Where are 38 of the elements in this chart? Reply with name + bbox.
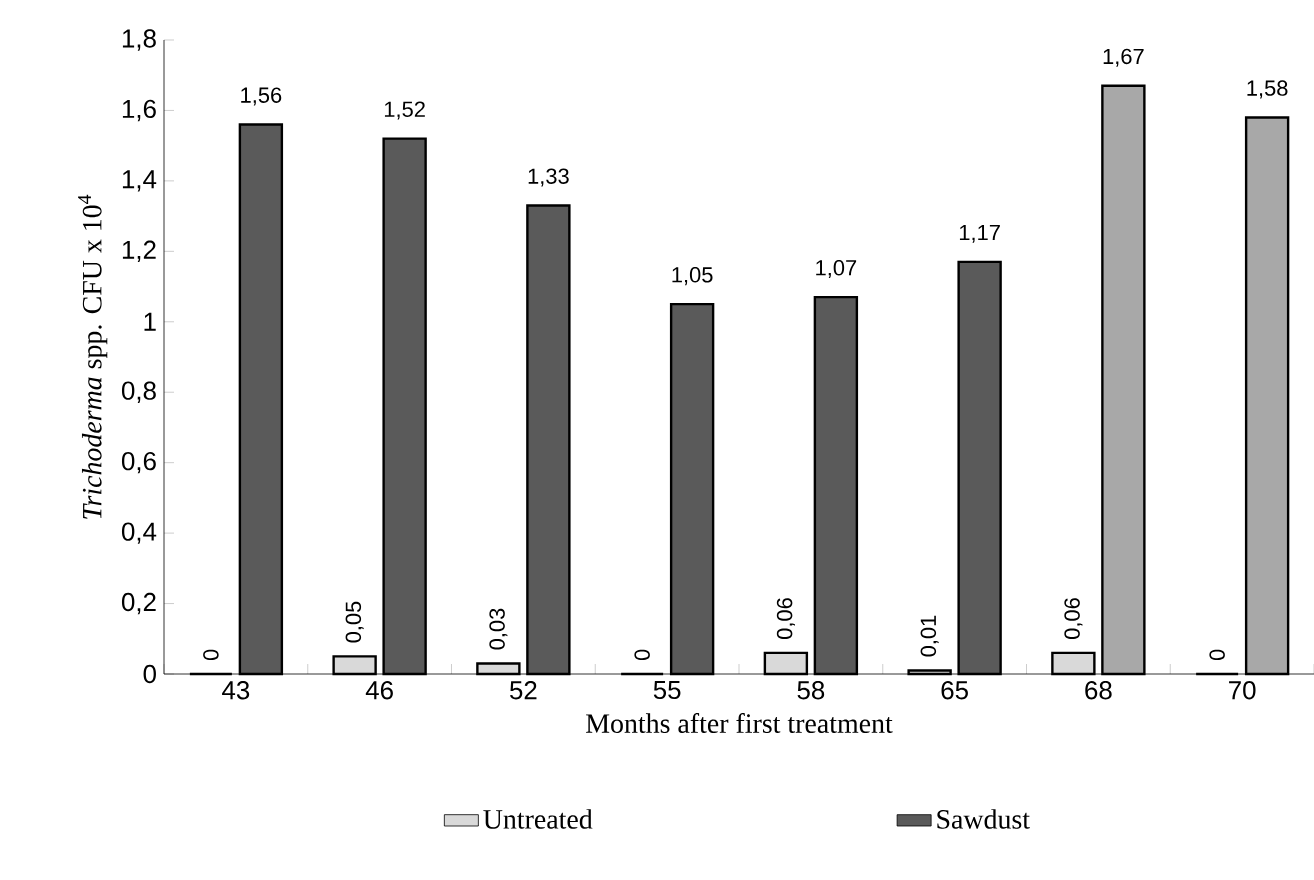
data-label: 0,06 — [776, 598, 795, 639]
y-tick-label: 1,8 — [122, 29, 156, 51]
x-tick-label: 43 — [222, 681, 250, 700]
data-label: 1,56 — [241, 87, 282, 106]
data-label: 1,52 — [384, 101, 425, 120]
y-tick-label: 0,4 — [121, 522, 157, 544]
legend-label: Untreated — [483, 809, 593, 829]
data-label: 1,67 — [1103, 48, 1144, 67]
data-label: 1,17 — [959, 224, 1000, 243]
x-tick-label: 68 — [1085, 681, 1112, 700]
data-label: 1,58 — [1247, 80, 1288, 99]
data-label: 0 — [1209, 649, 1225, 661]
legend-label: Sawdust — [937, 809, 1030, 829]
data-label: 0,05 — [345, 601, 364, 643]
y-tick-label: 1 — [144, 312, 156, 331]
data-label: 1,05 — [672, 267, 713, 286]
x-tick-label: 52 — [510, 681, 537, 700]
x-tick-label: 70 — [1229, 681, 1256, 700]
data-label: 1,07 — [816, 259, 857, 279]
data-label: 0,01 — [920, 615, 939, 657]
x-tick-label: 46 — [365, 681, 393, 700]
x-tick-label: 55 — [653, 681, 681, 700]
data-label: 0 — [203, 649, 219, 661]
y-tick-label: 0 — [143, 664, 156, 684]
data-label: 0,06 — [1064, 598, 1083, 639]
y-tick-label: 0,8 — [121, 381, 156, 403]
x-axis-title: Months after first treatment — [586, 713, 893, 733]
data-label: 1,33 — [528, 168, 569, 187]
y-tick-label: 1,6 — [122, 99, 156, 122]
y-tick-label: 1,4 — [122, 170, 157, 192]
y-tick-label: 1,2 — [122, 240, 156, 263]
data-label: 0 — [634, 649, 650, 661]
y-tick-label: 0,6 — [121, 451, 156, 474]
y-axis-title: Trichoderma spp. CFU x 10$^{4}$ — [78, 194, 108, 519]
x-tick-label: 65 — [941, 681, 968, 700]
y-tick-label: 0,2 — [121, 592, 156, 615]
x-tick-label: 58 — [797, 681, 825, 700]
data-label: 0,03 — [489, 608, 508, 650]
